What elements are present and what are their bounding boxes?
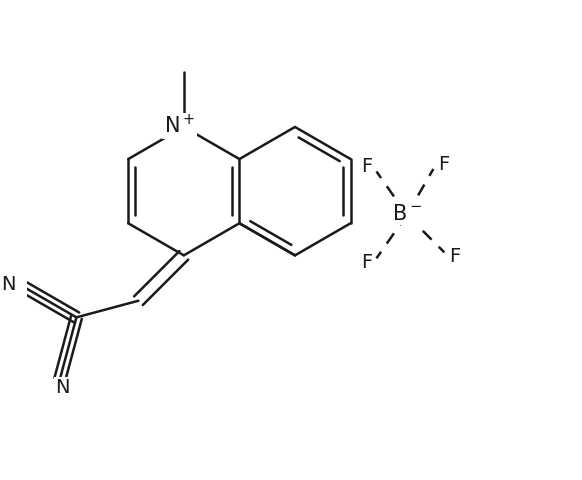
Text: N$^+$: N$^+$ bbox=[164, 114, 195, 137]
Text: F: F bbox=[361, 253, 372, 272]
Text: F: F bbox=[361, 157, 372, 177]
Text: N: N bbox=[1, 275, 16, 294]
Text: B$^-$: B$^-$ bbox=[392, 204, 422, 224]
Text: F: F bbox=[449, 247, 460, 266]
Text: F: F bbox=[438, 155, 449, 174]
Text: N: N bbox=[55, 378, 70, 397]
